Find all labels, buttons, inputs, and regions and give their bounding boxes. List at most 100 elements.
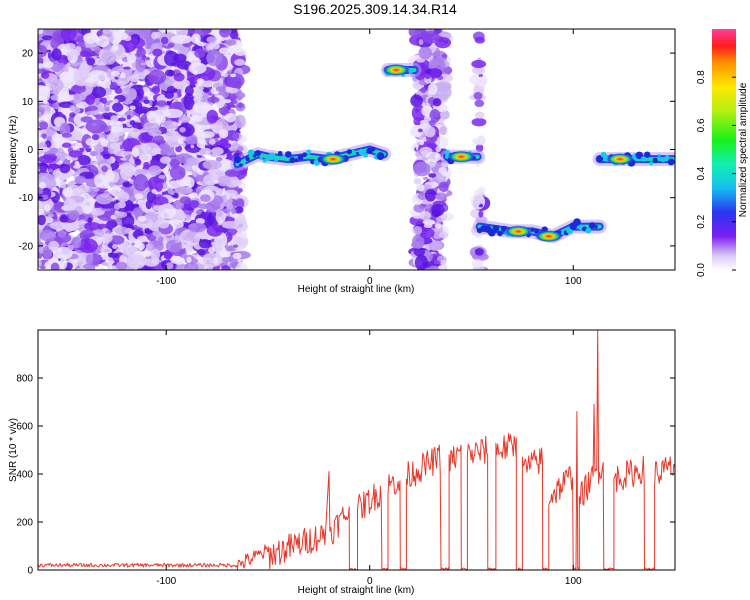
noise-blob — [198, 238, 211, 249]
noise-blob — [208, 247, 216, 254]
noise-blob — [83, 242, 92, 251]
noise-blob — [235, 198, 245, 209]
noise-blob — [158, 236, 164, 242]
noise-blob — [114, 31, 128, 41]
noise-blob — [212, 257, 219, 266]
spectral-peak — [319, 153, 348, 166]
spectrogram-noise — [38, 29, 491, 270]
noise-blob — [163, 252, 174, 260]
noise-blob — [41, 194, 49, 200]
noise-blob — [50, 78, 64, 92]
noise-blob — [229, 30, 239, 40]
noise-blob — [73, 164, 81, 169]
noise-blob — [206, 36, 217, 44]
noise-blob — [237, 226, 243, 233]
noise-blob — [221, 265, 231, 270]
noise-blob — [211, 147, 224, 156]
noise-blob — [195, 209, 202, 215]
noise-blob — [191, 33, 201, 45]
signal-speckle — [376, 152, 385, 160]
noise-blob — [38, 45, 48, 58]
noise-blob — [434, 223, 442, 229]
noise-blob — [115, 261, 128, 270]
noise-blob — [478, 203, 484, 208]
spectral-peak — [534, 230, 563, 243]
noise-blob — [173, 192, 179, 199]
noise-blob — [74, 175, 86, 185]
noise-blob — [156, 100, 168, 107]
noise-blob — [85, 253, 94, 265]
noise-blob — [179, 196, 192, 205]
spectrogram-y-tick-label: 10 — [22, 97, 34, 108]
noise-blob — [419, 211, 432, 221]
noise-blob — [148, 106, 158, 111]
noise-blob — [75, 267, 87, 270]
noise-blob — [79, 50, 92, 58]
noise-blob — [425, 151, 442, 162]
noise-blob — [91, 134, 100, 141]
noise-blob — [144, 229, 153, 235]
signal-speckle — [497, 230, 503, 237]
noise-blob — [224, 112, 237, 123]
noise-blob — [136, 235, 148, 243]
snr-x-tick-label: 100 — [565, 576, 582, 587]
noise-blob — [131, 146, 140, 158]
signal-speckle — [594, 224, 598, 229]
noise-blob — [112, 243, 118, 250]
snr-line — [38, 330, 675, 570]
colorbar-tick-label: 0.6 — [696, 118, 707, 132]
noise-blob — [148, 99, 153, 106]
signal-speckle — [573, 218, 581, 226]
noise-blob — [58, 101, 74, 109]
signal-speckle — [596, 155, 604, 163]
noise-blob — [44, 211, 51, 214]
snr-y-ticks: 0 200 400 600 800 — [16, 374, 675, 577]
noise-blob — [420, 87, 427, 94]
noise-blob — [151, 31, 158, 40]
noise-blob — [218, 138, 229, 146]
noise-blob — [160, 36, 169, 45]
colorbar: 0.0 0.2 0.4 0.6 0.8 Normalized spectral ampl… — [696, 29, 749, 277]
noise-blob — [471, 259, 484, 269]
noise-blob — [225, 87, 239, 94]
snr-y-tick-label: 400 — [16, 470, 33, 481]
noise-blob — [87, 105, 99, 111]
spectrogram-x-tick-label: 0 — [367, 276, 373, 287]
noise-blob — [41, 35, 53, 41]
noise-blob — [73, 131, 83, 139]
spectral-peak — [504, 225, 533, 238]
noise-blob — [138, 29, 151, 37]
signal-speckle — [274, 158, 278, 163]
noise-blob — [148, 165, 162, 176]
noise-blob — [110, 70, 121, 76]
noise-blob — [224, 169, 239, 178]
noise-blob — [202, 88, 210, 93]
noise-blob — [210, 43, 220, 50]
noise-blob — [124, 52, 130, 56]
noise-blob — [413, 225, 423, 235]
noise-blob — [129, 74, 140, 83]
noise-blob — [54, 138, 62, 148]
noise-blob — [422, 30, 440, 44]
noise-blob — [101, 165, 108, 173]
noise-blob — [123, 66, 131, 70]
noise-blob — [429, 109, 441, 123]
spectrogram-y-ticks: -20 -10 0 10 20 — [19, 49, 675, 252]
noise-blob — [167, 69, 175, 77]
noise-blob — [226, 194, 230, 200]
noise-blob — [174, 239, 181, 244]
noise-blob — [113, 203, 121, 210]
noise-blob — [146, 110, 156, 119]
noise-blob — [439, 260, 447, 265]
snr-y-tick-label: 200 — [16, 518, 33, 529]
noise-blob — [162, 108, 184, 119]
noise-blob — [173, 72, 185, 82]
noise-blob — [50, 94, 59, 101]
noise-blob — [50, 262, 60, 270]
noise-blob — [64, 42, 76, 50]
noise-blob — [413, 161, 431, 177]
noise-blob — [410, 241, 424, 249]
noise-blob — [188, 62, 207, 75]
signal-speckle — [306, 149, 312, 155]
